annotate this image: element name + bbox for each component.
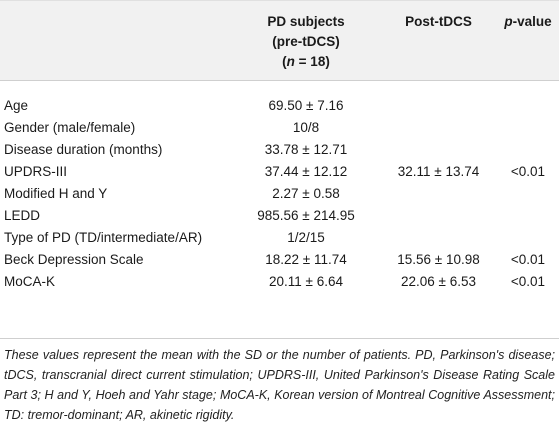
row-post-value (380, 183, 497, 205)
header-pd-subjects: PD subjects (pre-tDCS) (n = 18) (232, 1, 380, 81)
row-pre-value: 10/8 (292, 120, 320, 135)
row-pre-value: 37.44 ± 12.12 (264, 164, 348, 179)
table-row: LEDD 985.56 ± 214.95 (0, 205, 559, 227)
row-p-value (497, 95, 559, 117)
table-row: Age 69.50 ± 7.16 (0, 95, 559, 117)
header-pd-subjects-line3: (n = 18) (236, 52, 376, 72)
row-label: Modified H and Y (4, 186, 108, 201)
header-pd-subjects-line2: (pre-tDCS) (272, 34, 340, 49)
header-pd-subjects-line1: PD subjects (267, 14, 345, 29)
row-p-value: <0.01 (510, 252, 546, 267)
header-n-value: = 18) (294, 54, 330, 69)
table-row: Disease duration (months) 33.78 ± 12.71 (0, 139, 559, 161)
row-post-value (380, 139, 497, 161)
table-row: Beck Depression Scale 18.22 ± 11.74 15.5… (0, 249, 559, 271)
row-post-value (380, 227, 497, 249)
row-pre-value: 2.27 ± 0.58 (272, 186, 340, 201)
header-n-open: ( (282, 54, 287, 69)
table-bottom-rule (0, 338, 559, 339)
header-post-tdcs: Post-tDCS (405, 14, 472, 29)
header-spacer (0, 81, 559, 96)
row-post-value (380, 95, 497, 117)
row-pre-value: 33.78 ± 12.71 (264, 142, 348, 157)
table-row: Type of PD (TD/intermediate/AR) 1/2/15 (0, 227, 559, 249)
table-body: Age 69.50 ± 7.16 Gender (male/female) 10… (0, 95, 559, 299)
row-post-value: 32.11 ± 13.74 (397, 164, 480, 179)
table-footnote: These values represent the mean with the… (4, 348, 555, 422)
header-p-value: p-value (497, 1, 559, 81)
header-empty-cell (0, 1, 232, 81)
row-label: Age (4, 98, 29, 113)
row-post-value: 22.06 ± 6.53 (401, 274, 476, 289)
row-p-value (497, 205, 559, 227)
row-label: Gender (male/female) (4, 120, 136, 135)
table-row: UPDRS-III 37.44 ± 12.12 32.11 ± 13.74 <0… (0, 161, 559, 183)
row-post-value (380, 117, 497, 139)
row-pre-value: 20.11 ± 6.64 (269, 274, 343, 289)
table-row: Gender (male/female) 10/8 (0, 117, 559, 139)
row-pre-value: 69.50 ± 7.16 (268, 98, 344, 113)
header-n-symbol: n (286, 54, 295, 69)
table-row: Modified H and Y 2.27 ± 0.58 (0, 183, 559, 205)
row-pre-value: 18.22 ± 11.74 (265, 252, 347, 267)
header-row: PD subjects (pre-tDCS) (n = 18) Post-tDC… (0, 0, 559, 81)
row-post-value (380, 205, 497, 227)
table-row: MoCA-K 20.11 ± 6.64 22.06 ± 6.53 <0.01 (0, 271, 559, 299)
row-p-value (497, 227, 559, 249)
row-label: MoCA-K (4, 274, 56, 289)
row-label: Beck Depression Scale (4, 252, 144, 267)
row-label: Disease duration (months) (4, 142, 163, 157)
row-label: UPDRS-III (4, 164, 68, 179)
row-label: LEDD (4, 208, 41, 223)
demographics-table: PD subjects (pre-tDCS) (n = 18) Post-tDC… (0, 0, 559, 299)
row-p-value: <0.01 (510, 274, 546, 289)
table-header: PD subjects (pre-tDCS) (n = 18) Post-tDC… (0, 0, 559, 81)
row-pre-value: 1/2/15 (287, 230, 325, 245)
row-label: Type of PD (TD/intermediate/AR) (4, 230, 203, 245)
header-p-symbol: p (504, 14, 513, 29)
header-p-suffix: -value (512, 14, 552, 29)
row-p-value (497, 139, 559, 161)
row-p-value: <0.01 (510, 164, 546, 179)
row-pre-value: 985.56 ± 214.95 (257, 208, 355, 223)
row-p-value (497, 183, 559, 205)
row-p-value (497, 117, 559, 139)
row-post-value: 15.56 ± 10.98 (397, 252, 480, 267)
